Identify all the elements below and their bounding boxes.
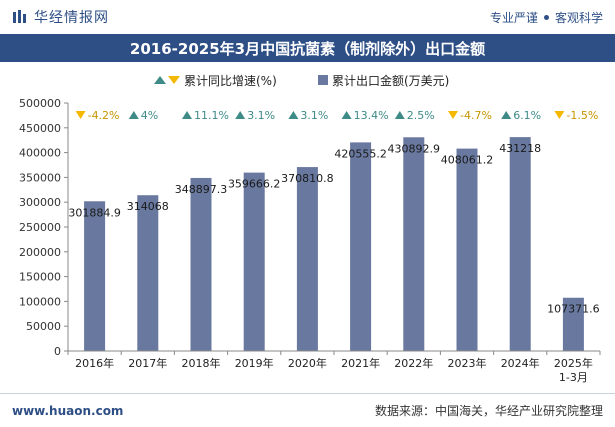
y-tick-label: 200000 xyxy=(19,246,61,259)
growth-label: 4% xyxy=(141,109,158,122)
bar xyxy=(562,297,584,351)
bar-value-label: 301884.9 xyxy=(68,206,121,219)
bars: 301884.9 314068 348897.3 359666.2 370810.842… xyxy=(68,137,600,351)
footer: www.huaon.com 数据来源：中国海关，华经产业研究院整理 xyxy=(0,393,615,427)
growth-up-triangle-icon xyxy=(341,111,352,119)
x-tick-label: 2024年 xyxy=(501,356,540,370)
bar-value-label: 107371.6 xyxy=(547,303,600,316)
growth-down-triangle-icon xyxy=(75,111,86,119)
bar-value-label: 314068 xyxy=(127,200,169,213)
legend: 累计同比增速(%) 累计出口金额(万美元) xyxy=(154,73,449,88)
bar xyxy=(137,195,159,351)
x-tick-label: 2020年 xyxy=(288,356,327,370)
chart-title: 2016-2025年3月中国抗菌素（制剂除外）出口金额 xyxy=(129,39,486,58)
growth-label: 3.1% xyxy=(247,109,275,122)
data-source: 数据来源：中国海关，华经产业研究院整理 xyxy=(374,404,603,418)
growth-label: 3.1% xyxy=(300,109,328,122)
x-tick-label: 2021年 xyxy=(341,356,380,370)
bar xyxy=(296,167,318,351)
growth-up-triangle-icon xyxy=(501,111,512,119)
bar-value-label: 420555.2 xyxy=(334,147,387,160)
x-tick-label: 2023年 xyxy=(448,356,487,370)
y-tick-label: 0 xyxy=(54,345,61,358)
y-tick-label: 450000 xyxy=(19,122,61,135)
y-tick-label: 300000 xyxy=(19,196,61,209)
chart-title-bar: 2016-2025年3月中国抗菌素（制剂除外）出口金额 xyxy=(0,34,615,62)
slogan: 专业严谨 客观科学 xyxy=(490,9,603,26)
bar xyxy=(403,137,425,351)
growth-down-triangle-icon xyxy=(554,111,565,119)
growth-label: -1.5% xyxy=(566,109,598,122)
bar-value-label: 370810.8 xyxy=(281,172,334,185)
y-tick-label: 100000 xyxy=(19,295,61,308)
bar xyxy=(350,142,372,351)
growth-label: -4.2% xyxy=(88,109,120,122)
growth-down-triangle-icon xyxy=(448,111,458,119)
bar-value-label: 359666.2 xyxy=(228,178,281,191)
bar xyxy=(190,177,212,351)
bar xyxy=(243,172,265,351)
dot-icon xyxy=(543,14,549,20)
growth-label: -4.7% xyxy=(460,109,492,122)
growth-label: 2.5% xyxy=(407,109,435,122)
y-tick-label: 50000 xyxy=(26,320,61,333)
website-link[interactable]: www.huaon.com xyxy=(12,403,124,418)
bar xyxy=(456,148,478,351)
growth-label: 6.1% xyxy=(513,109,541,122)
x-tick-label: 2017年 xyxy=(128,356,167,370)
legend-growth-label: 累计同比增速(%) xyxy=(184,74,277,88)
x-tick-label: 2016年 xyxy=(75,356,114,370)
legend-amount-swatch xyxy=(318,75,328,85)
y-tick-label: 500000 xyxy=(19,97,61,110)
brand-icon xyxy=(13,10,26,23)
x-tick-label: 2025年 xyxy=(554,356,593,370)
growth-up-triangle-icon xyxy=(288,111,299,119)
brand-name: 华经情报网 xyxy=(34,10,109,26)
x-tick-label: 1-3月 xyxy=(559,371,588,384)
growth-up-triangle-icon xyxy=(394,111,405,119)
legend-up-triangle-icon xyxy=(154,76,166,84)
bar xyxy=(509,137,531,351)
bar-value-label: 431218 xyxy=(499,142,541,155)
bar-value-label: 408061.2 xyxy=(441,154,494,167)
growth-up-triangle-icon xyxy=(128,111,139,119)
x-tick-label: 2019年 xyxy=(235,356,274,370)
slogan-right: 客观科学 xyxy=(554,10,603,25)
y-axis: 0 50000 100000 150000 200000 250000 300000 3500… xyxy=(19,97,69,358)
y-tick-label: 400000 xyxy=(19,147,61,160)
x-tick-label: 2022年 xyxy=(394,356,433,370)
x-axis: 2016年 2017年 2018年 2019年 2020年 2021年 2022年 2023年… xyxy=(67,350,601,384)
y-tick-label: 150000 xyxy=(19,271,61,284)
x-tick-label: 2018年 xyxy=(182,356,221,370)
growth-labels: -4.2% 4% 11.1% 3.1% 3.1% 13.4% 2.5% -4.7% 6.1% -1… xyxy=(75,109,598,122)
bar-value-label: 430892.9 xyxy=(388,142,441,155)
slogan-left: 专业严谨 xyxy=(489,10,538,25)
y-tick-label: 350000 xyxy=(19,171,61,184)
growth-label: 11.1% xyxy=(194,109,229,122)
growth-label: 13.4% xyxy=(354,109,389,122)
top-bar: 华经情报网 专业严谨 客观科学 xyxy=(0,0,615,34)
legend-down-triangle-icon xyxy=(168,76,180,84)
bar xyxy=(84,201,106,351)
growth-up-triangle-icon xyxy=(182,111,192,119)
legend-amount-label: 累计出口金额(万美元) xyxy=(332,73,449,88)
bar-value-label: 348897.3 xyxy=(175,183,228,196)
growth-up-triangle-icon xyxy=(235,111,246,119)
brand-logo[interactable]: 华经情报网 xyxy=(12,7,109,27)
bar-chart: 累计同比增速(%) 累计出口金额(万美元) 0 50000 100000 150000 2… xyxy=(19,73,601,384)
y-tick-label: 250000 xyxy=(19,221,61,234)
